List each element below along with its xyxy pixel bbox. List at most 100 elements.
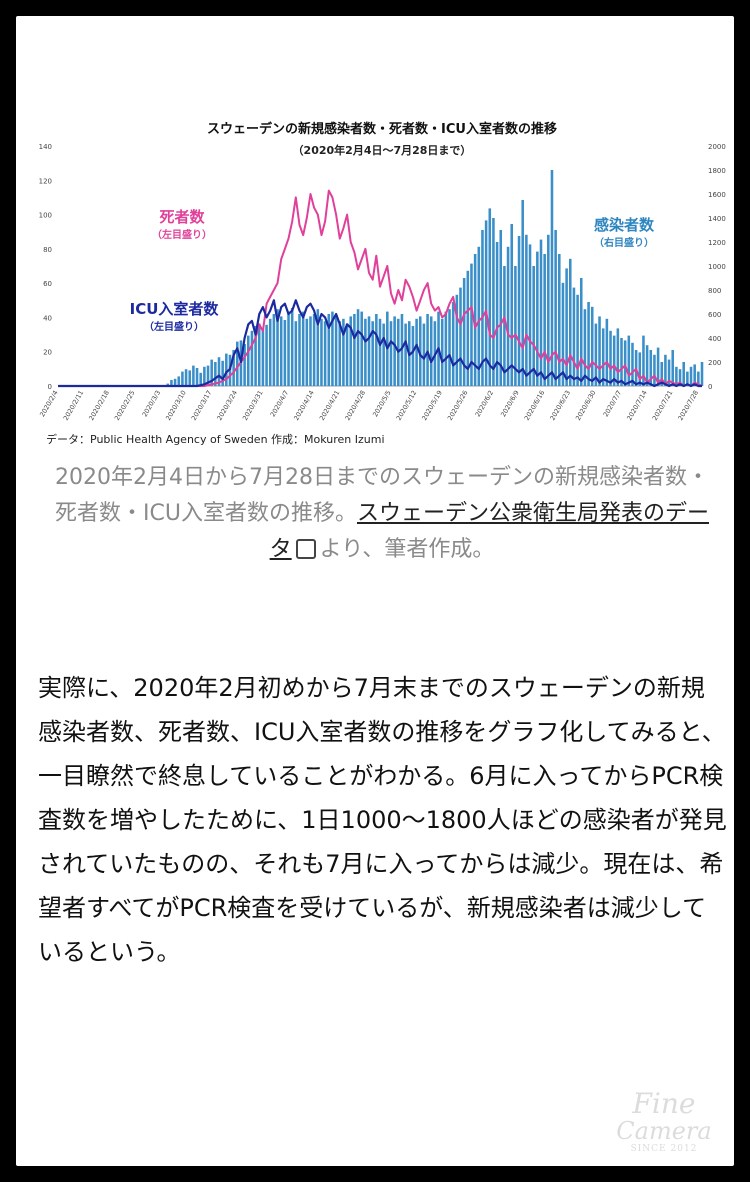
x-tick-label: 2020/4/28 <box>343 389 367 422</box>
infection-bar <box>257 323 261 386</box>
infection-bar <box>656 347 660 386</box>
infection-bar <box>181 371 184 386</box>
infection-bar <box>367 316 371 386</box>
infection-bar <box>261 328 265 386</box>
infection-bar <box>568 258 572 386</box>
figure-caption: 2020年2月4日から7月28日までのスウェーデンの新規感染者数・死者数・ICU… <box>46 460 718 568</box>
infection-bar <box>451 302 455 386</box>
infection-bar <box>323 321 327 386</box>
infection-bar <box>276 309 279 386</box>
infection-bar <box>279 316 283 386</box>
x-tick-label: 2020/2/25 <box>113 389 137 422</box>
infection-bar <box>254 326 257 386</box>
infection-bar <box>492 218 495 386</box>
y-right-tick-label: 1200 <box>708 239 726 247</box>
x-tick-label: 2020/3/31 <box>241 389 265 422</box>
infection-bar <box>558 254 561 386</box>
infection-bar <box>470 263 473 386</box>
infection-bar <box>675 366 678 386</box>
infection-bar <box>342 318 345 386</box>
infection-bar <box>305 318 309 386</box>
infection-bar <box>689 366 693 386</box>
infection-bar <box>195 368 199 386</box>
infection-bar <box>316 309 320 386</box>
infection-bar <box>616 328 620 386</box>
infection-bar <box>638 352 642 386</box>
y-right-tick-label: 400 <box>708 335 721 343</box>
infection-bar <box>440 318 444 386</box>
infection-bar <box>682 362 685 386</box>
caption-data-link[interactable]: スウェーデン公衆衛生局発表のデータ <box>269 501 709 562</box>
infection-bar <box>320 318 323 386</box>
x-tick-label: 2020/7/28 <box>676 389 700 422</box>
annotation-note: （右目盛り） <box>594 236 654 249</box>
infection-bar <box>272 314 276 386</box>
y-right-tick-label: 1800 <box>708 167 726 175</box>
y-right-tick-label: 0 <box>708 383 712 391</box>
x-tick-label: 2020/6/30 <box>574 389 598 422</box>
infection-bar <box>576 294 579 386</box>
infection-bar <box>327 314 331 386</box>
x-tick-label: 2020/5/12 <box>395 389 419 422</box>
x-tick-label: 2020/5/19 <box>420 389 444 422</box>
infection-bar <box>700 362 704 386</box>
source-note: データ：Public Health Agency of Sweden 作成：Mo… <box>46 433 385 446</box>
infection-bar <box>543 254 546 386</box>
infection-bar <box>426 314 429 386</box>
infection-bar <box>250 330 254 386</box>
infection-bar <box>448 309 451 386</box>
x-tick-label: 2020/4/21 <box>318 389 342 422</box>
infection-bar <box>671 350 675 386</box>
infection-bar <box>587 302 590 386</box>
infection-bar <box>539 239 543 386</box>
external-link-icon[interactable] <box>295 539 316 559</box>
infection-bar <box>375 314 378 386</box>
chart-title: スウェーデンの新規感染者数・死者数・ICU入室者数の推移 <box>207 122 557 137</box>
x-tick-label: 2020/6/16 <box>523 389 547 422</box>
x-tick-label: 2020/2/18 <box>87 389 111 422</box>
x-tick-label: 2020/3/10 <box>164 389 188 422</box>
chart-subtitle: （2020年2月4日～7月28日まで） <box>292 144 472 157</box>
infection-bar <box>686 371 689 386</box>
y-right-tick-label: 1400 <box>708 215 726 223</box>
infection-bar <box>532 266 535 386</box>
infection-bar <box>283 320 287 386</box>
x-tick-label: 2020/5/5 <box>371 389 393 418</box>
infection-bar <box>353 314 356 386</box>
infection-bar <box>605 318 609 386</box>
watermark-logo: Fine Camera SINCE 2012 <box>614 1090 714 1155</box>
y-right-tick-label: 2000 <box>708 143 726 151</box>
deaths-line <box>58 189 703 387</box>
infection-bar <box>331 311 334 386</box>
infection-bar <box>664 354 667 386</box>
infection-bar <box>173 378 177 386</box>
infection-bar <box>601 328 605 386</box>
infection-bar <box>649 350 653 386</box>
icu-line <box>58 299 702 388</box>
infection-bar <box>232 350 235 386</box>
infection-bar <box>594 323 598 386</box>
infection-bar <box>561 282 565 386</box>
infection-bar <box>287 311 290 386</box>
y-right-tick-label: 200 <box>708 359 721 367</box>
infection-bar <box>382 323 385 386</box>
infection-bar <box>418 316 422 386</box>
infection-bar <box>455 294 459 386</box>
y-left-tick-label: 120 <box>39 177 52 185</box>
infection-bar <box>364 318 367 386</box>
infection-bar <box>360 311 363 386</box>
x-tick-label: 2020/5/26 <box>446 389 470 422</box>
infection-bar <box>620 338 623 386</box>
infection-bar <box>466 270 470 386</box>
x-tick-label: 2020/6/2 <box>474 389 496 418</box>
infection-bar <box>188 370 192 386</box>
infection-bar <box>429 316 433 386</box>
annotation-label: 感染者数 <box>594 216 655 234</box>
infection-bar <box>473 254 477 386</box>
annotation-label: 死者数 <box>159 208 205 226</box>
infection-bar <box>199 372 202 386</box>
infection-bar <box>660 362 664 386</box>
infection-bar <box>210 359 213 386</box>
annotation-note: （左目盛り） <box>144 320 204 333</box>
infection-bar <box>565 268 568 386</box>
